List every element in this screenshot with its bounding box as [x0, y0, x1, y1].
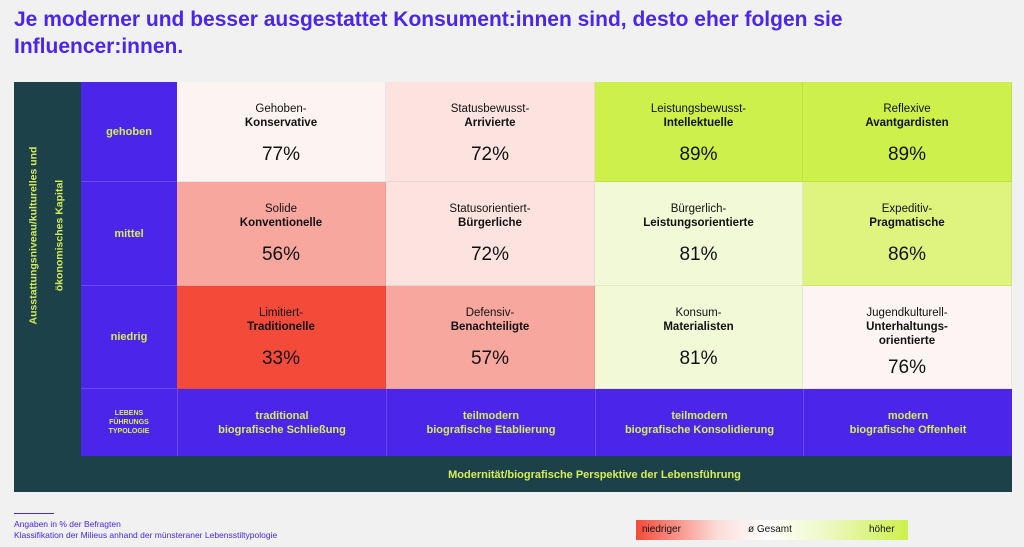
cell-label-line1: Reflexive: [883, 103, 931, 115]
cell-label-line1: Statusorientiert-: [449, 203, 531, 215]
cell-value: 56%: [261, 244, 301, 265]
cell-label-line1: Leistungsbewusst-: [650, 103, 747, 115]
cell-label-line1: Defensiv-: [465, 307, 515, 319]
footnote-divider: [14, 513, 54, 514]
column-label-line1: teilmodern: [671, 409, 728, 422]
cell-label-line2: Intellektuelle: [663, 117, 734, 129]
heatmap-cell: Solide Konventionelle 56%: [177, 182, 386, 286]
cell-value: 72%: [470, 144, 510, 165]
cell-label-line2: Avantgardisten: [865, 117, 949, 129]
footnote-line1: Angaben in % der Befragten: [14, 519, 121, 529]
cell-value: 86%: [887, 244, 927, 265]
cell-value: 89%: [679, 144, 718, 165]
column-label-line1: modern: [887, 409, 929, 422]
cell-label-line1: Limitiert-: [258, 307, 304, 319]
typology-label-line3: TYPOLOGIE: [108, 428, 150, 435]
typology-label-line1: LEBENS: [114, 410, 144, 417]
heatmap-cell: Leistungsbewusst- Intellektuelle 89%: [595, 82, 803, 182]
footnote-line2: Klassifikation der Milieus anhand der mü…: [14, 530, 278, 540]
cell-label-line1: Bürgerlich-: [670, 203, 727, 215]
column-label-3: teilmodern biografische Konsolidierung: [595, 389, 803, 456]
column-label-line2: biografische Schließung: [218, 423, 346, 436]
heatmap-cell: Reflexive Avantgardisten 89%: [803, 82, 1012, 182]
cell-label-line3: orientierte: [878, 335, 936, 347]
cell-label-line1: Konsum-: [675, 307, 722, 319]
heatmap-cell: Konsum- Materialisten 81%: [595, 286, 803, 389]
heatmap-cell: Bürgerlich- Leistungsorientierte 81%: [595, 182, 803, 286]
row-label-gehoben: gehoben: [81, 82, 177, 182]
column-label-line1: traditional: [255, 409, 309, 422]
column-label-1: traditional biografische Schließung: [177, 389, 386, 456]
heatmap-cell: Jugendkulturell- Unterhaltungs-orientiert…: [803, 286, 1012, 389]
cell-label-line2: Konservative: [244, 117, 318, 129]
y-axis-label-line1: Ausstattungsniveau/kulturelles und: [27, 146, 40, 324]
cell-label-line2: Arrivierte: [464, 117, 516, 129]
column-label-line2: biografische Etablierung: [426, 423, 556, 436]
heatmap-cell: Statusorientiert- Bürgerliche 72%: [386, 182, 595, 286]
cell-label-line2: Leistungsorientierte: [643, 217, 754, 229]
cell-value: 72%: [470, 244, 510, 265]
footnote: Angaben in % der Befragten Klassifikatio…: [14, 519, 277, 541]
column-label-2: teilmodern biografische Etablierung: [386, 389, 595, 456]
cell-value: 81%: [679, 244, 718, 265]
page-title: Je moderner und besser ausgestattet Kons…: [14, 8, 843, 58]
heatmap-cell: Defensiv- Benachteiligte 57%: [386, 286, 595, 389]
cell-label-line2: Benachteiligte: [450, 321, 530, 333]
heatmap-cell: Statusbewusst- Arrivierte 72%: [386, 82, 595, 182]
legend-high-label: höher: [869, 524, 895, 535]
cell-value: 76%: [887, 357, 927, 378]
column-label-line1: teilmodern: [462, 409, 520, 422]
row-label-mittel: mittel: [81, 182, 177, 286]
cell-value: 77%: [261, 144, 301, 165]
cell-label-line1: Jugendkulturell-: [866, 307, 948, 319]
cell-value: 81%: [679, 348, 718, 369]
cell-label-line1: Expeditiv-: [881, 203, 933, 215]
row-label-niedrig: niedrig: [81, 286, 177, 389]
cell-value: 89%: [887, 144, 927, 165]
cell-label-line2: Pragmatische: [869, 217, 945, 229]
column-label-line2: biografische Offenheit: [849, 423, 967, 436]
cell-label-line2: Materialisten: [663, 321, 734, 333]
cell-label-line1: Statusbewusst-: [450, 103, 530, 115]
column-label-4: modern biografische Offenheit: [803, 389, 1012, 456]
cell-value: 57%: [470, 348, 510, 369]
y-axis-label-line2: ökonomisches Kapital: [53, 179, 66, 291]
color-legend: niedriger ø Gesamt höher: [636, 520, 908, 540]
heatmap-cell: Gehoben- Konservative 77%: [177, 82, 386, 182]
column-label-line2: biografische Konsolidierung: [624, 423, 775, 436]
cell-label-line1: Gehoben-: [255, 103, 307, 115]
legend-low-label: niedriger: [642, 524, 681, 535]
cell-label-line2: Unterhaltungs-: [866, 321, 948, 333]
y-axis-label: Ausstattungsniveau/kulturelles und ökonom…: [14, 82, 80, 388]
cell-label-line1: Solide: [265, 203, 297, 215]
cell-label-line2: Konventionelle: [239, 217, 323, 229]
x-axis-label: Modernität/biografische Perspektive der …: [448, 468, 741, 481]
typology-label: LEBENS FÜHRUNGS TYPOLOGIE: [81, 389, 177, 456]
cell-label-line2: Traditionelle: [247, 321, 315, 333]
cell-label-line2: Bürgerliche: [458, 217, 522, 229]
cell-value: 33%: [261, 348, 301, 369]
typology-label-line2: FÜHRUNGS: [109, 419, 149, 426]
legend-mid-label: ø Gesamt: [748, 524, 792, 535]
heatmap-cell: Expeditiv- Pragmatische 86%: [803, 182, 1012, 286]
heatmap-cell: Limitiert- Traditionelle 33%: [177, 286, 386, 389]
